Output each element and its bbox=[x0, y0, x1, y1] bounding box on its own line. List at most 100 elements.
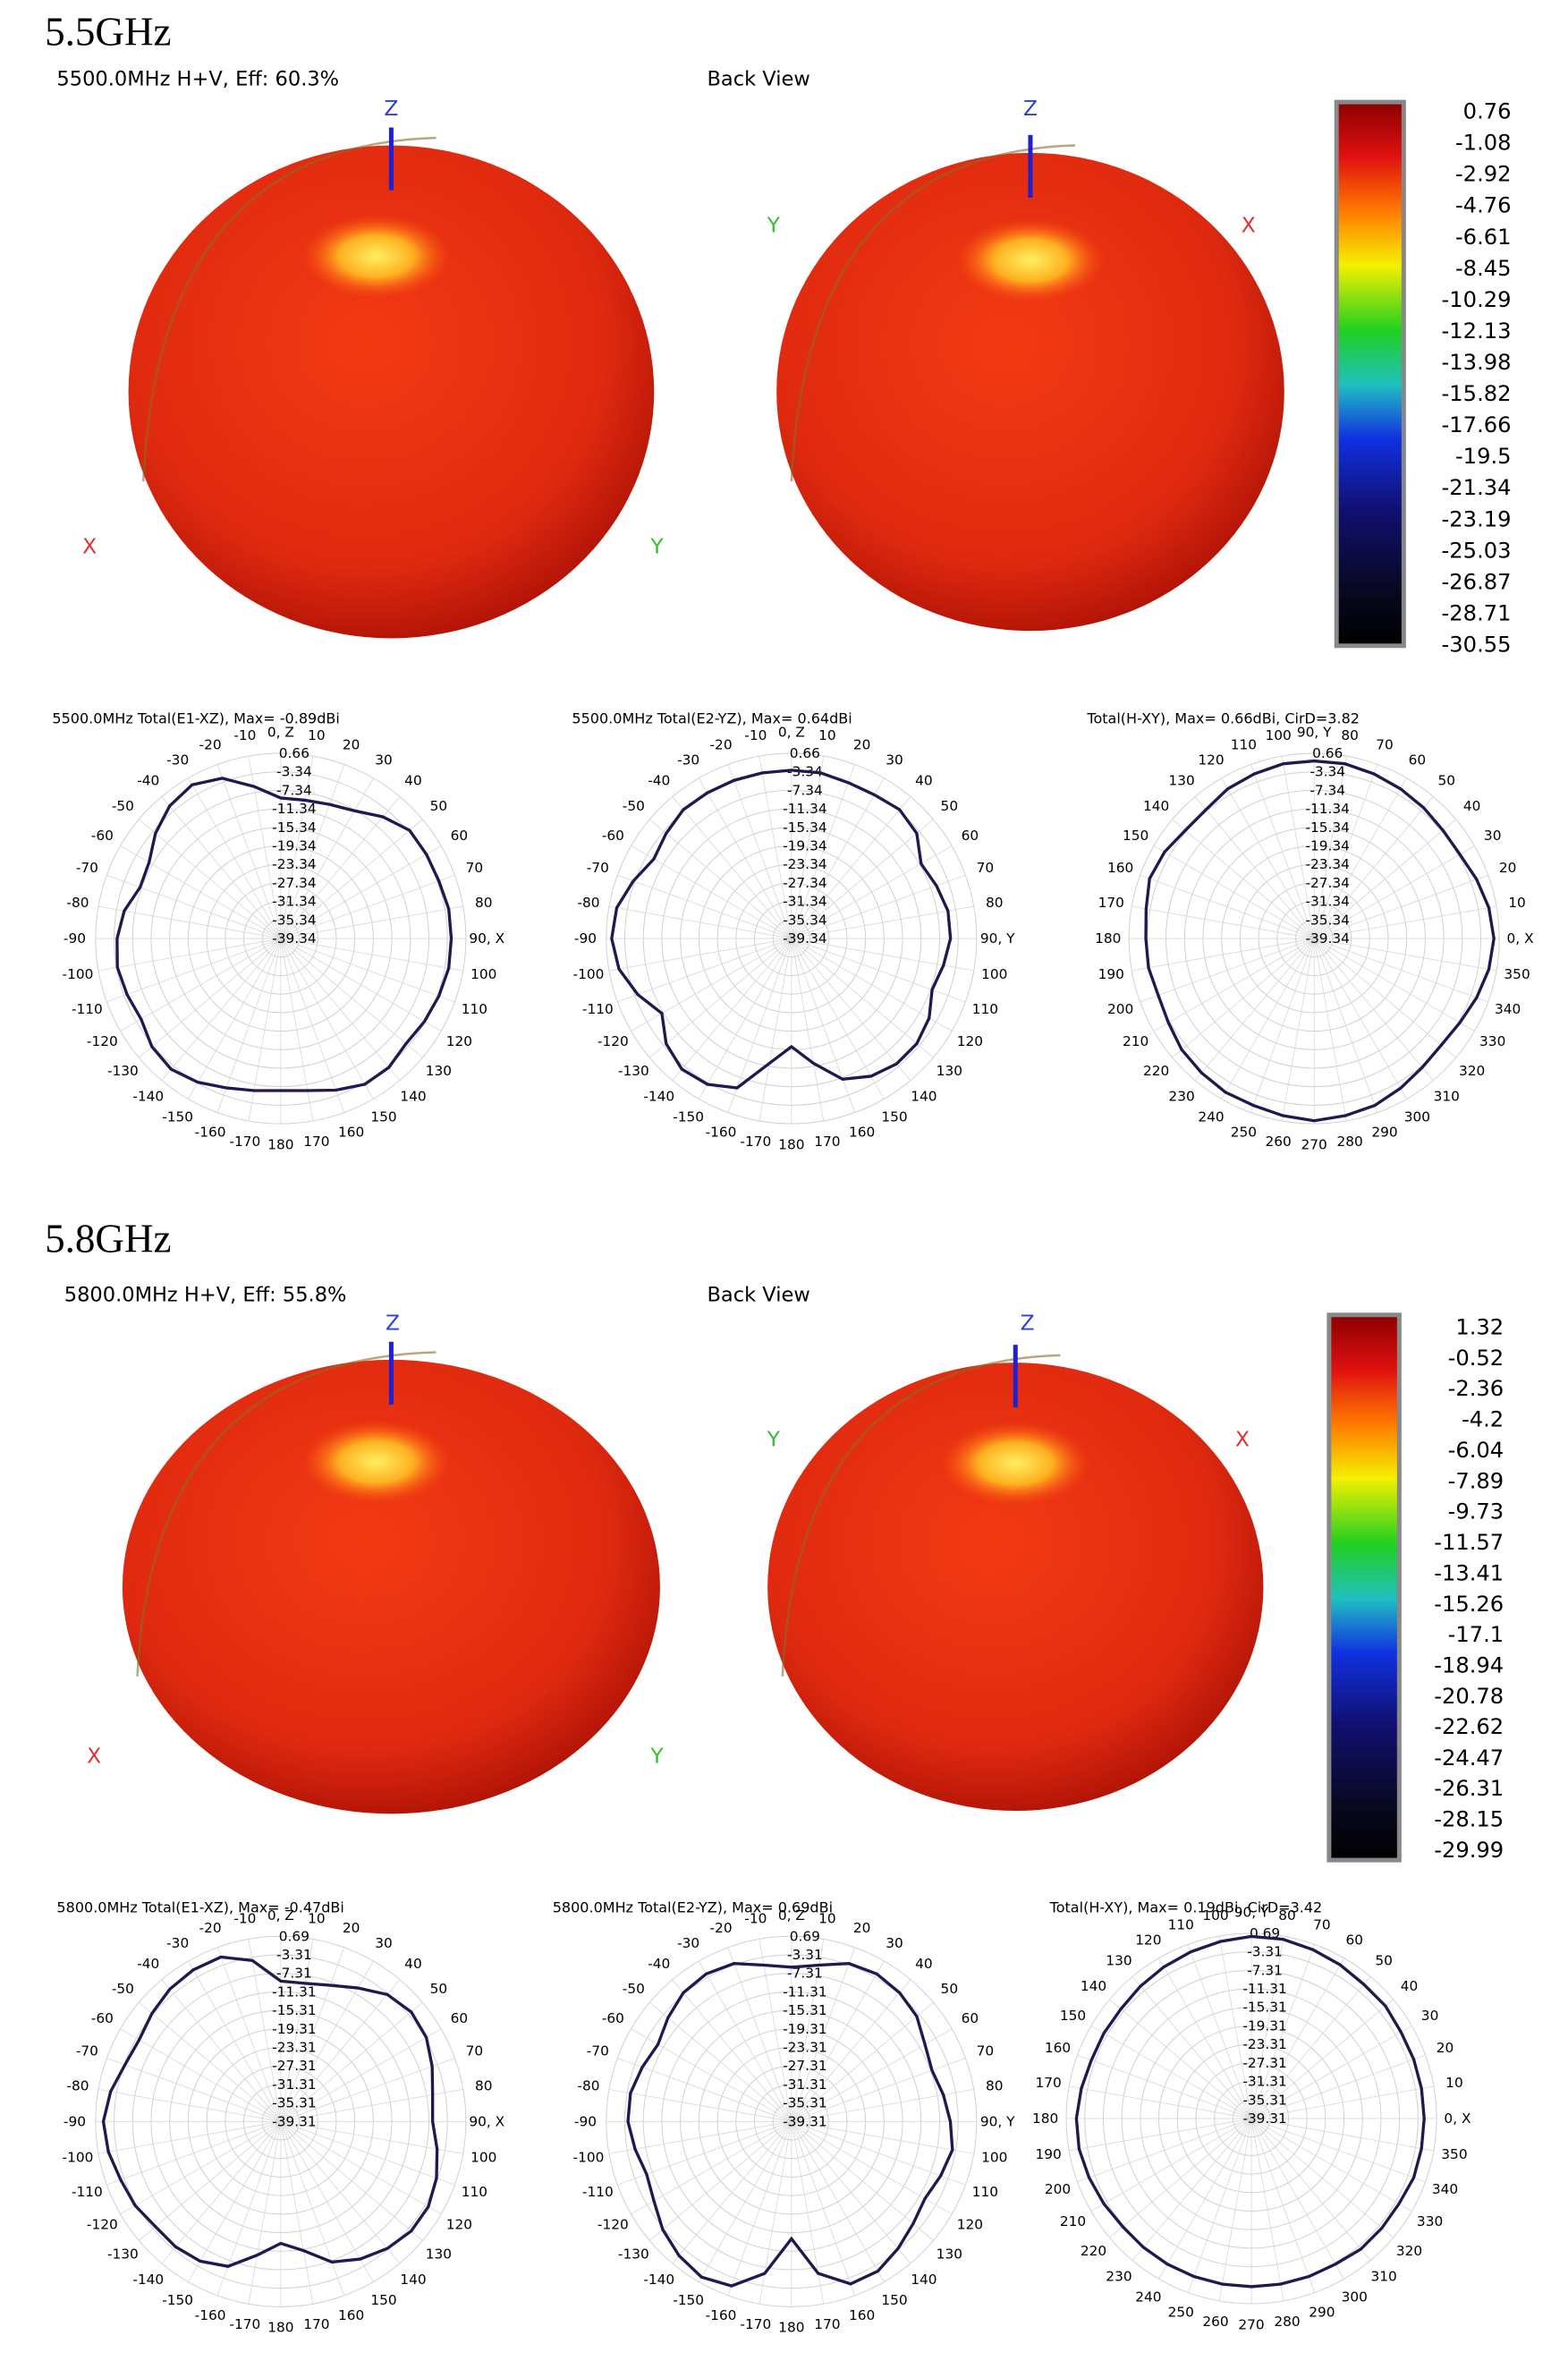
angle-label: 0, Z bbox=[778, 1907, 805, 1924]
angle-label: 80 bbox=[986, 895, 1004, 911]
grid-spoke bbox=[1069, 2118, 1252, 2152]
polar-title: 5800.0MHz Total(E2-YZ), Max= 0.69dBi bbox=[553, 1899, 833, 1916]
grid-spoke bbox=[1132, 905, 1315, 939]
angle-label: -150 bbox=[162, 2292, 193, 2308]
grid-spoke bbox=[1218, 2118, 1252, 2301]
grid-spoke bbox=[1158, 2118, 1252, 2280]
angle-label: -100 bbox=[63, 966, 94, 982]
ring-arc bbox=[136, 1351, 436, 1677]
angle-label: -30 bbox=[166, 1935, 189, 1951]
angle-label: 80 bbox=[986, 2077, 1004, 2093]
angle-label: 20 bbox=[853, 737, 871, 753]
angle-label: 180 bbox=[267, 2320, 293, 2336]
grid-spoke bbox=[1314, 938, 1488, 1003]
angle-label: 160 bbox=[338, 2307, 364, 2323]
angle-label: -60 bbox=[91, 828, 114, 844]
pattern-trace bbox=[610, 769, 953, 1090]
grid-spoke bbox=[1250, 2118, 1426, 2183]
polar-title: Total(H-XY), Max= 0.19dBi, CirD=3.42 bbox=[1049, 1899, 1323, 1916]
grid-spoke bbox=[648, 819, 792, 939]
colorbar-label: -2.36 bbox=[1448, 1376, 1504, 1401]
grid-spoke bbox=[791, 777, 885, 939]
radial-label: -23.34 bbox=[272, 856, 316, 872]
grid-spoke bbox=[727, 764, 792, 939]
grid-spoke bbox=[631, 845, 792, 939]
grid-spoke bbox=[280, 874, 455, 939]
grid-spoke bbox=[791, 938, 885, 1100]
angle-label: -70 bbox=[587, 860, 609, 876]
angle-label: 140 bbox=[400, 1089, 426, 1105]
angle-label: 110 bbox=[462, 1001, 487, 1017]
radial-label: -11.34 bbox=[272, 801, 316, 817]
angle-label: -160 bbox=[706, 2307, 737, 2323]
angle-label: 140 bbox=[911, 1089, 937, 1105]
grid-spoke bbox=[1221, 938, 1315, 1100]
angle-label: 130 bbox=[1168, 773, 1194, 789]
angle-label: -100 bbox=[573, 2149, 605, 2165]
angle-label: 0, X bbox=[1507, 930, 1535, 947]
radial-label: -23.31 bbox=[783, 2040, 826, 2056]
colorbar-label: -6.61 bbox=[1455, 225, 1512, 250]
view-title: 5500.0MHz H+V, Eff: 60.3% bbox=[56, 68, 339, 91]
grid-spoke bbox=[280, 2120, 463, 2154]
angle-label: 50 bbox=[430, 798, 448, 814]
grid-spoke bbox=[280, 756, 314, 939]
ring-arc bbox=[781, 1354, 1061, 1677]
angle-label: 10 bbox=[1508, 895, 1526, 911]
grid-spoke bbox=[791, 2121, 856, 2296]
grid-spoke bbox=[280, 1939, 314, 2122]
angle-label: 250 bbox=[1168, 2304, 1194, 2320]
radial-label: -35.34 bbox=[272, 912, 316, 928]
angle-label: 280 bbox=[1337, 1134, 1363, 1150]
grid-spoke bbox=[1172, 819, 1315, 939]
angle-label: -90 bbox=[574, 2113, 597, 2129]
angle-label: -10 bbox=[233, 727, 256, 743]
angle-label: -60 bbox=[602, 828, 624, 844]
grid-spoke bbox=[1218, 1936, 1252, 2119]
angle-label: -130 bbox=[107, 2246, 139, 2262]
polar-title: 5500.0MHz Total(E1-XZ), Max= -0.89dBi bbox=[52, 710, 339, 727]
angle-label: 50 bbox=[941, 798, 959, 814]
angle-label: 10 bbox=[308, 727, 326, 743]
grid-spoke bbox=[1077, 2118, 1252, 2183]
grid-spoke bbox=[280, 796, 401, 939]
angle-label: 60 bbox=[1345, 1932, 1363, 1948]
grid-spoke bbox=[280, 764, 345, 939]
grid-spoke bbox=[1313, 938, 1408, 1100]
grid-spoke bbox=[187, 2121, 282, 2282]
radial-label: -27.31 bbox=[783, 2058, 826, 2074]
angle-label: 110 bbox=[1231, 737, 1257, 753]
angle-label: 120 bbox=[446, 2217, 472, 2233]
colorbar-label: -1.08 bbox=[1455, 130, 1512, 155]
angle-label: 70 bbox=[1313, 1916, 1331, 1932]
angle-label: -120 bbox=[87, 1033, 118, 1049]
colorbar-label: -13.98 bbox=[1442, 350, 1512, 375]
radial-label: -19.34 bbox=[1305, 838, 1349, 854]
angle-label: 340 bbox=[1495, 1001, 1521, 1017]
angle-label: 170 bbox=[1036, 2075, 1062, 2091]
grid-spoke bbox=[1313, 938, 1434, 1081]
radial-label: -23.31 bbox=[272, 2040, 316, 2056]
grid-spoke bbox=[1313, 845, 1475, 939]
grid-spoke bbox=[187, 1960, 282, 2122]
pattern-highlight bbox=[955, 218, 1106, 302]
grid-spoke bbox=[631, 2120, 792, 2215]
grid-spoke bbox=[1313, 819, 1457, 939]
grid-spoke bbox=[1250, 2054, 1426, 2119]
angle-label: 330 bbox=[1479, 1033, 1505, 1049]
angle-label: 180 bbox=[1095, 930, 1121, 947]
section-heading: 5.8GHz bbox=[45, 1217, 171, 1261]
radial-label: -3.34 bbox=[1309, 764, 1345, 780]
grid-spoke bbox=[1314, 874, 1488, 939]
radial-label: -19.31 bbox=[1242, 2017, 1286, 2034]
angle-label: 100 bbox=[981, 2149, 1007, 2165]
grid-spoke bbox=[248, 1939, 282, 2122]
angle-label: 70 bbox=[466, 2043, 484, 2060]
angle-label: 30 bbox=[1484, 828, 1502, 844]
pattern-trace bbox=[115, 777, 453, 1092]
angle-label: 180 bbox=[778, 2320, 804, 2336]
angle-label: 320 bbox=[1396, 2243, 1422, 2259]
grid-spoke bbox=[759, 938, 792, 1121]
grid-spoke bbox=[1313, 938, 1475, 1032]
grid-spoke bbox=[791, 764, 856, 939]
